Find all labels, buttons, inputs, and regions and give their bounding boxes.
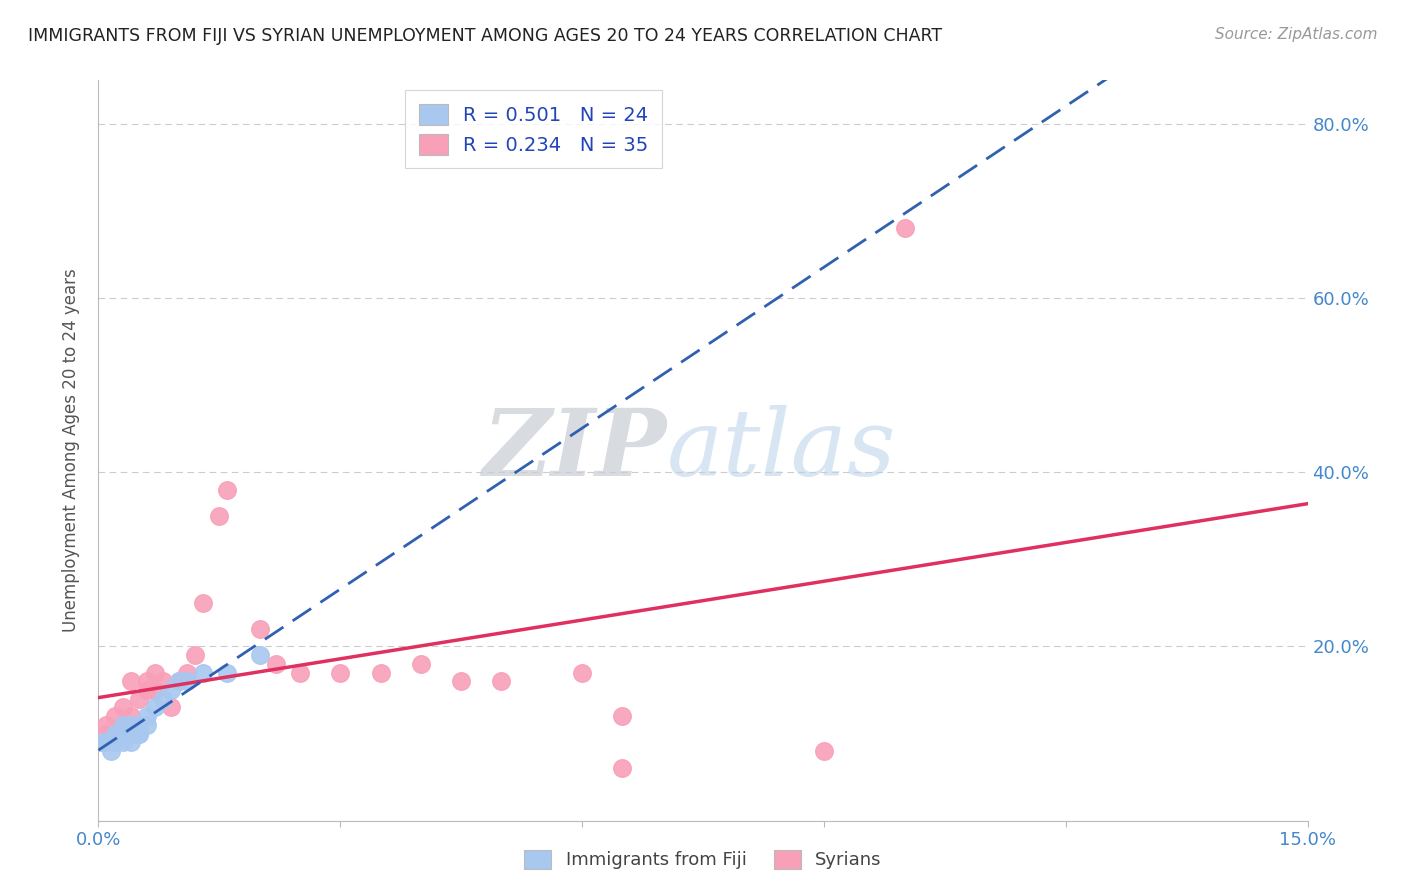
Point	[120, 726, 142, 740]
Point	[100, 744, 122, 758]
Point	[120, 709, 142, 723]
Legend: Immigrants from Fiji, Syrians: Immigrants from Fiji, Syrians	[515, 840, 891, 879]
Point	[143, 665, 166, 680]
Point	[217, 665, 239, 680]
Point	[91, 735, 114, 749]
Point	[96, 718, 118, 732]
Point	[120, 718, 142, 732]
Point	[370, 665, 392, 680]
Text: ZIP: ZIP	[482, 406, 666, 495]
Point	[128, 726, 150, 740]
Point	[167, 674, 190, 689]
Point	[409, 657, 432, 671]
Point	[152, 691, 174, 706]
Point	[329, 665, 352, 680]
Point	[120, 735, 142, 749]
Point	[249, 622, 271, 636]
Text: atlas: atlas	[666, 406, 896, 495]
Legend: R = 0.501   N = 24, R = 0.234   N = 35: R = 0.501 N = 24, R = 0.234 N = 35	[405, 90, 662, 169]
Point	[152, 674, 174, 689]
Point	[288, 665, 311, 680]
Point	[612, 709, 634, 723]
Point	[249, 648, 271, 662]
Point	[193, 665, 215, 680]
Point	[176, 665, 198, 680]
Y-axis label: Unemployment Among Ages 20 to 24 years: Unemployment Among Ages 20 to 24 years	[62, 268, 80, 632]
Point	[91, 735, 114, 749]
Point	[893, 221, 915, 235]
Point	[143, 700, 166, 714]
Point	[143, 683, 166, 698]
Point	[450, 674, 472, 689]
Point	[96, 726, 118, 740]
Point	[135, 709, 157, 723]
Point	[128, 718, 150, 732]
Point	[128, 726, 150, 740]
Point	[111, 735, 134, 749]
Point	[103, 726, 125, 740]
Point	[103, 709, 125, 723]
Point	[111, 718, 134, 732]
Point	[176, 674, 198, 689]
Point	[111, 700, 134, 714]
Point	[813, 744, 835, 758]
Point	[135, 683, 157, 698]
Point	[120, 674, 142, 689]
Point	[160, 683, 183, 698]
Point	[160, 700, 183, 714]
Point	[184, 648, 207, 662]
Point	[111, 726, 134, 740]
Point	[571, 665, 593, 680]
Point	[103, 735, 125, 749]
Text: IMMIGRANTS FROM FIJI VS SYRIAN UNEMPLOYMENT AMONG AGES 20 TO 24 YEARS CORRELATIO: IMMIGRANTS FROM FIJI VS SYRIAN UNEMPLOYM…	[28, 27, 942, 45]
Point	[96, 735, 118, 749]
Point	[135, 674, 157, 689]
Point	[612, 761, 634, 775]
Point	[135, 718, 157, 732]
Point	[491, 674, 513, 689]
Point	[217, 483, 239, 497]
Point	[128, 691, 150, 706]
Text: Source: ZipAtlas.com: Source: ZipAtlas.com	[1215, 27, 1378, 42]
Point	[167, 674, 190, 689]
Point	[103, 726, 125, 740]
Point	[208, 508, 231, 523]
Point	[193, 596, 215, 610]
Point	[111, 718, 134, 732]
Point	[264, 657, 287, 671]
